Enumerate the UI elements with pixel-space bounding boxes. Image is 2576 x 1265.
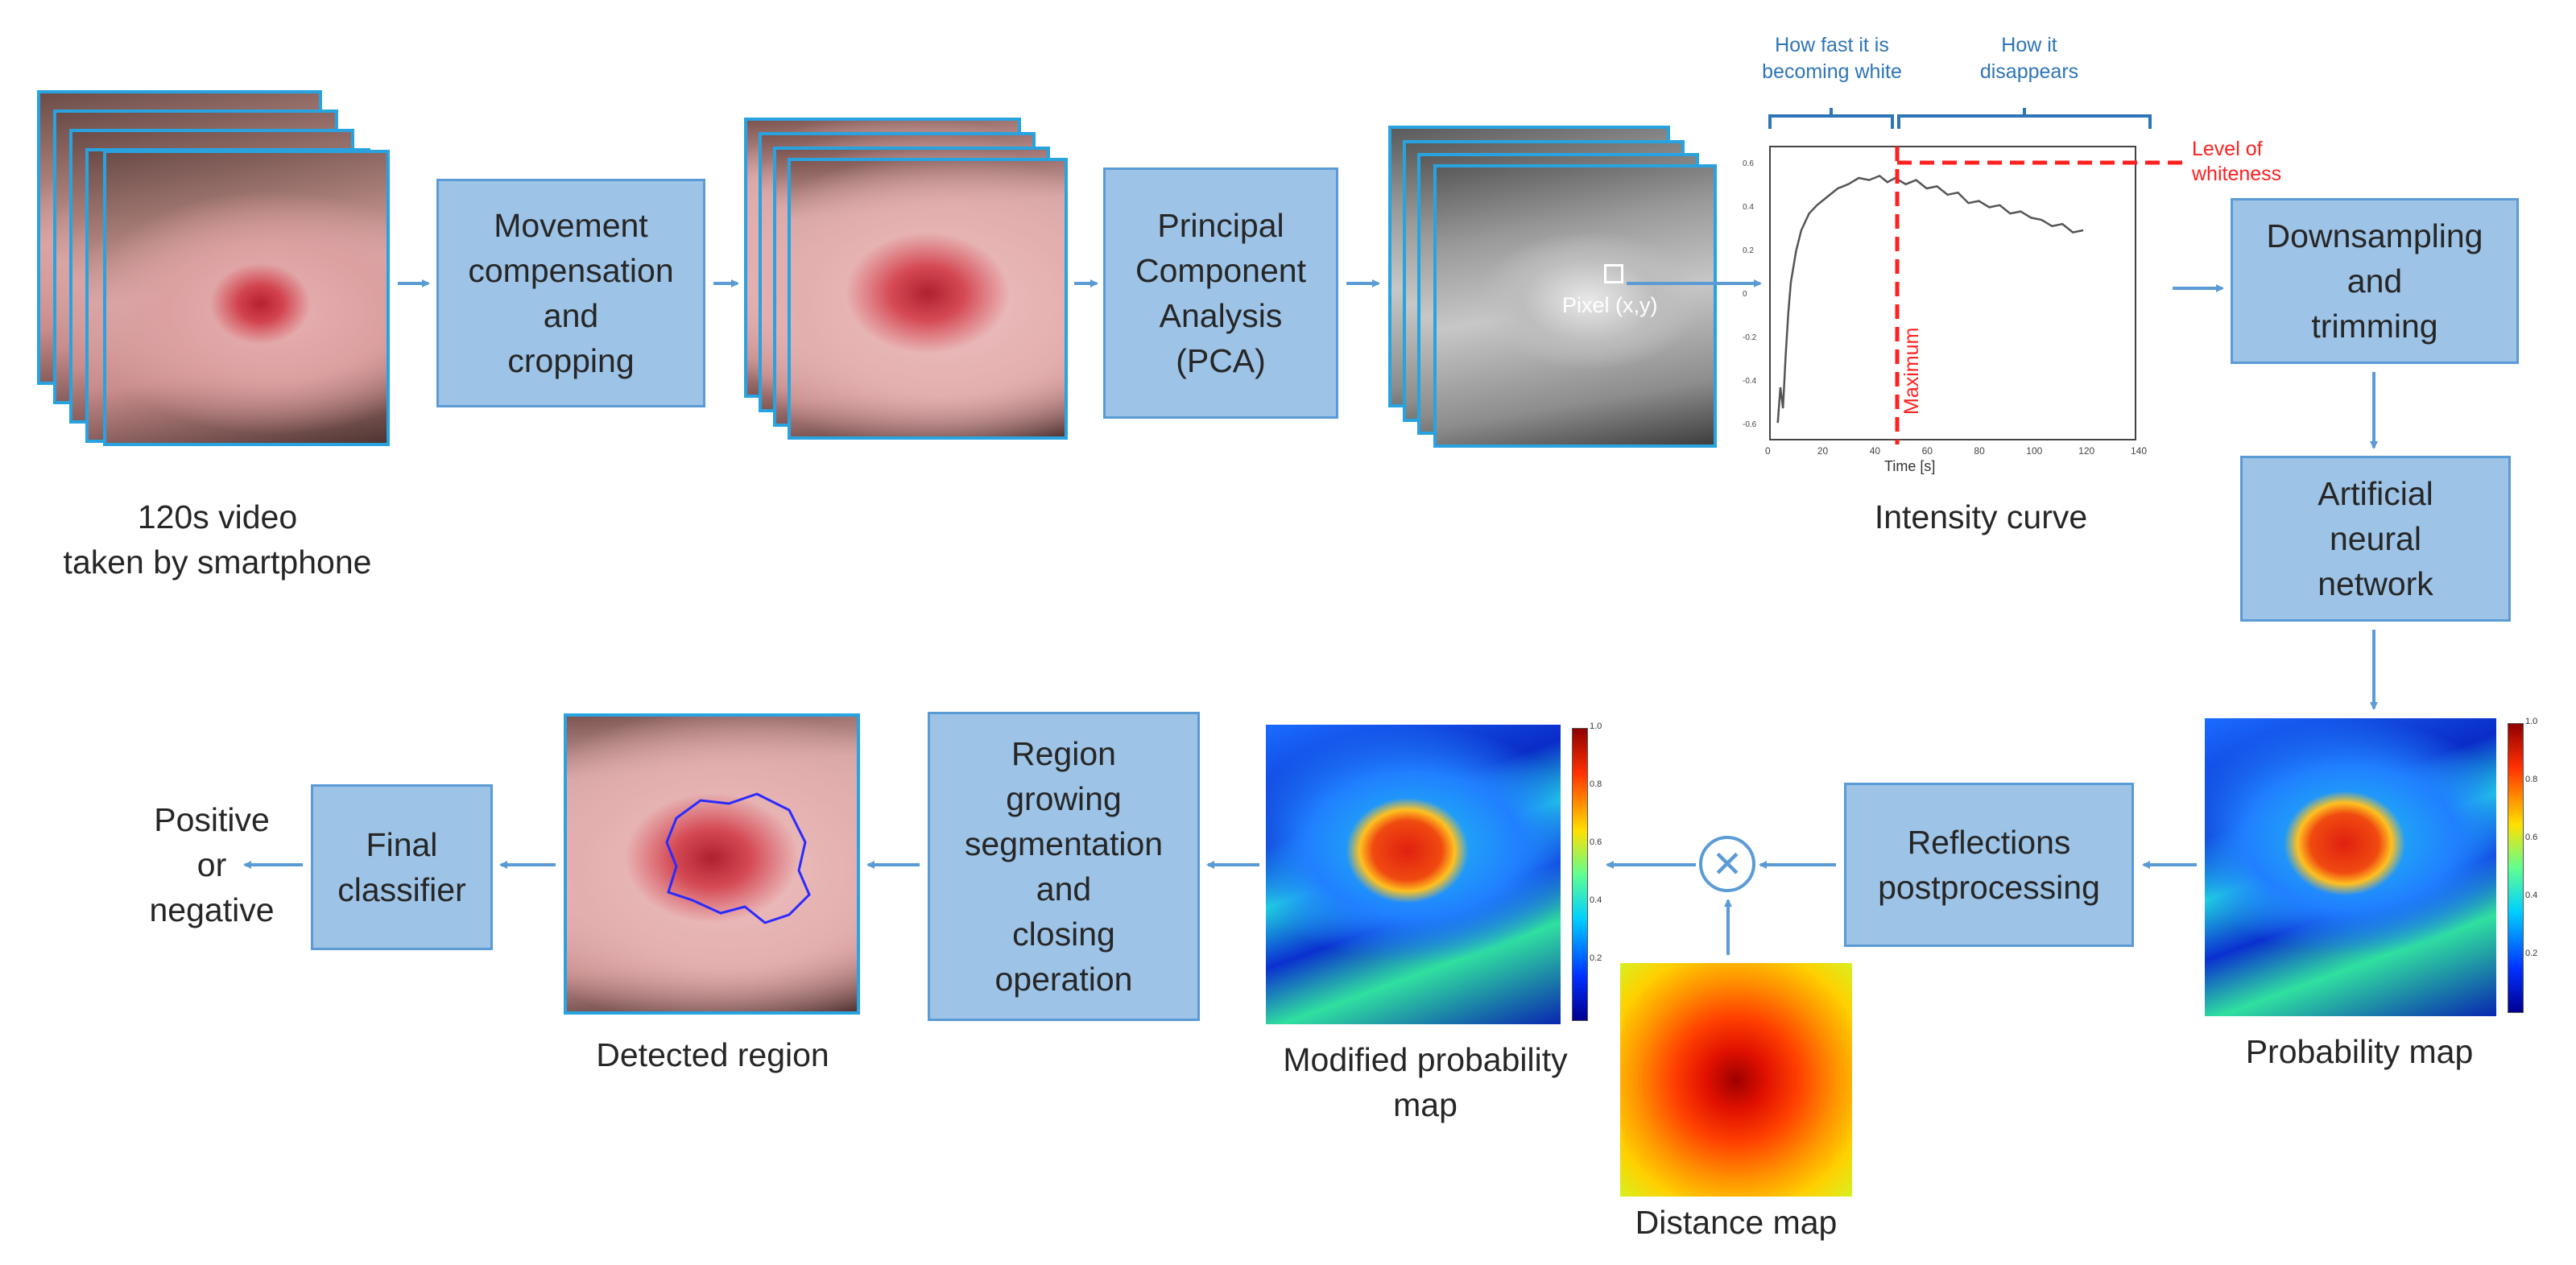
colorbar-tick: 0.8 (2525, 775, 2538, 784)
chart-y-tick-label: -0.2 (1743, 333, 1757, 342)
multiply-operator: ✕ (1699, 836, 1755, 892)
how-disappears-bracket (1897, 108, 2152, 129)
how-fast-bracket (1768, 108, 1894, 129)
chart-x-tick-label: 100 (2026, 445, 2042, 457)
intensity-curve-caption: Intensity curve (1874, 498, 2088, 535)
probability-colorbar (2508, 723, 2524, 1013)
modified-probability-map-image (1266, 725, 1561, 1024)
modified-probability-map-caption: Modified probability map (1283, 1041, 1568, 1123)
region-growing-box: Region growing segmentation and closing … (928, 712, 1200, 1021)
colorbar-tick: 1.0 (1590, 721, 1602, 731)
detected-region-caption: Detected region (596, 1036, 829, 1073)
detected-region-image (564, 713, 860, 1015)
probability-colorbar-ticks: 1.0 0.8 0.6 0.4 0.2 (2525, 717, 2557, 1015)
level-of-whiteness-label: Level of whiteness (2192, 138, 2282, 185)
colorbar-tick: 0.6 (1590, 837, 1602, 847)
chart-x-tick-label: 20 (1817, 445, 1829, 457)
probability-map-caption: Probability map (2245, 1033, 2474, 1070)
chart-y-tick-label: 0.2 (1743, 246, 1754, 255)
intensity-chart: 0 20 40 60 80 100 120 140 0.6 0.4 0.2 0 -0.2 -0.4 -0.… (1743, 146, 2147, 474)
chart-x-ticks: 0 20 40 60 80 100 120 140 (1765, 445, 2147, 457)
chart-brackets (1768, 108, 2152, 129)
intensity-series-line (1776, 174, 2084, 424)
chart-red-annotations: Maximum (1895, 147, 2190, 444)
chart-x-tick-label: 140 (2131, 445, 2147, 457)
chart-y-tick-label: 0 (1743, 290, 1747, 299)
how-disappears-label: How it disappears (1979, 34, 2079, 83)
pixel-marker (1604, 264, 1623, 283)
colorbar-tick: 1.0 (2525, 717, 2538, 726)
chart-y-tick-label: -0.6 (1743, 420, 1757, 429)
maximum-label: Maximum (1900, 328, 1923, 415)
chart-y-tick-label: 0.6 (1743, 159, 1754, 168)
ann-box: Artificial neural network (2240, 456, 2511, 622)
chart-x-tick-label: 80 (1974, 445, 1985, 457)
chart-x-tick-label: 0 (1765, 445, 1771, 457)
distance-map-image (1620, 963, 1852, 1197)
colorbar-tick: 0.6 (2525, 833, 2538, 842)
movement-compensation-box: Movement compensation and cropping (436, 179, 705, 407)
pixel-label: Pixel (x,y) (1562, 293, 1658, 317)
multiply-icon: ✕ (1711, 843, 1743, 885)
final-classifier-box: Final classifier (311, 784, 493, 950)
detected-region-contour (665, 792, 811, 924)
chart-plot-area (1769, 146, 2136, 440)
chart-x-tick-label: 40 (1870, 445, 1881, 457)
chart-x-label: Time [s] (1884, 458, 1935, 474)
downsampling-box: Downsampling and trimming (2231, 198, 2519, 364)
video-caption: 120s video taken by smartphone (63, 498, 372, 581)
colorbar-tick: 0.2 (1590, 953, 1602, 963)
colorbar-tick: 0.8 (1590, 779, 1602, 789)
chart-x-tick-label: 120 (2078, 445, 2094, 457)
chart-x-tick-label: 60 (1922, 445, 1933, 457)
video-frame (103, 150, 390, 446)
reflections-box: Reflections postprocessing (1844, 783, 2134, 947)
probability-map-image (2205, 718, 2496, 1016)
colorbar-tick: 0.4 (1590, 895, 1602, 905)
modified-colorbar-ticks: 1.0 0.8 0.6 0.4 0.2 (1590, 721, 1622, 1023)
how-fast-label: How fast it is becoming white (1762, 34, 1902, 83)
colorbar-tick: 0.2 (2525, 949, 2538, 958)
pca-box: Principal Component Analysis (PCA) (1103, 167, 1338, 419)
distance-map-caption: Distance map (1635, 1204, 1838, 1241)
pca-frame (1433, 164, 1717, 448)
cropped-frame (788, 158, 1068, 440)
output-label: Positive or negative (149, 801, 275, 928)
modified-colorbar (1572, 728, 1588, 1021)
chart-y-ticks: 0.6 0.4 0.2 0 -0.2 -0.4 -0.6 (1743, 159, 1757, 429)
chart-y-tick-label: -0.4 (1743, 377, 1757, 386)
chart-y-tick-label: 0.4 (1743, 203, 1754, 212)
colorbar-tick: 0.4 (2525, 891, 2538, 900)
